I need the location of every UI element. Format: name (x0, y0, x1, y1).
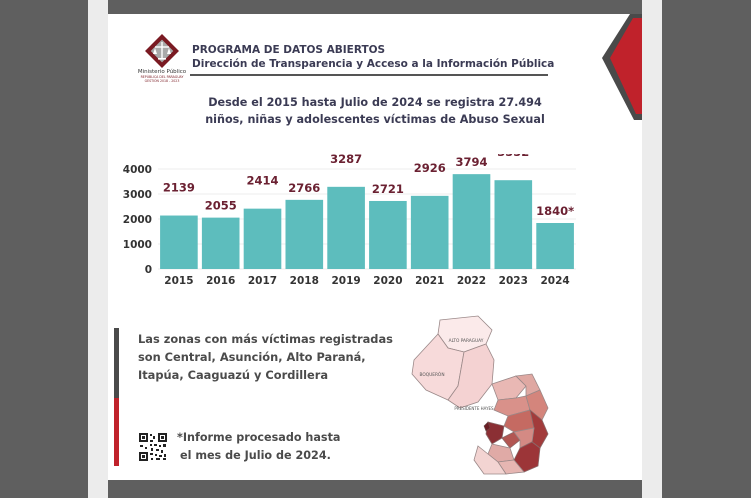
right-frame-strip (642, 0, 662, 498)
zones-accent-bar (114, 328, 119, 466)
bar-2019 (327, 186, 365, 269)
map-region-neembucu (473, 445, 507, 475)
bar-2022 (452, 174, 491, 269)
y-tick-label: 2000 (123, 214, 152, 226)
program-title: PROGRAMA DE DATOS ABIERTOS (192, 44, 386, 56)
y-tick-label: 4000 (123, 164, 152, 176)
bar-2017 (243, 208, 282, 269)
map-label-alto-paraguay: ALTO PARAGUAY (449, 338, 484, 344)
map-label-presidente-hayes: PRESIDENTE HAYES (454, 406, 494, 411)
chart-y-axis: 0 1000 2000 3000 4000 (123, 164, 152, 276)
logo-name: Ministerio Público (137, 69, 187, 75)
map-region-concepcion (491, 375, 527, 401)
map-region-canindeyu (525, 389, 549, 421)
x-tick-label-2021: 2021 (415, 275, 444, 287)
map-region-central (485, 421, 505, 445)
headline-line-1: Desde el 2015 hasta Julio de 2024 se reg… (208, 96, 542, 109)
chart-value-labels: 2139 2055 2414 2766 3287 2721 2926 3794 3552 1840… (163, 154, 574, 218)
x-tick-label-2017: 2017 (248, 275, 277, 287)
corner-accent-icon (602, 14, 642, 120)
note-line-2: el mes de Julio de 2024. (180, 449, 331, 462)
bottom-accent-bar (108, 476, 228, 480)
value-label-2018: 2766 (288, 181, 320, 195)
note-line-1: *Informe procesado hasta (177, 431, 341, 444)
bar-2024 (536, 223, 574, 269)
logo-subtitle-2: GESTIÓN 2018 - 2023 (144, 79, 180, 83)
left-frame-strip (88, 0, 108, 498)
value-label-2019: 3287 (330, 154, 362, 166)
headline: Desde el 2015 hasta Julio de 2024 se reg… (108, 94, 642, 128)
value-label-2017: 2414 (246, 174, 278, 188)
scales-of-justice-icon (145, 34, 179, 68)
x-tick-label-2015: 2015 (164, 275, 193, 287)
qr-code-icon[interactable] (138, 432, 168, 462)
x-tick-label-2020: 2020 (373, 275, 402, 287)
value-label-2020: 2721 (372, 182, 404, 196)
map-region-asuncion (483, 421, 491, 432)
victims-bar-chart: 0 1000 2000 3000 4000 2139 2055 2414 2766 3287 27… (123, 154, 576, 287)
map-region-presidente-hayes (447, 343, 495, 409)
infographic-card: Ministerio Público REPÚBLICA DEL PARAGUA… (108, 14, 642, 480)
x-tick-label-2024: 2024 (540, 275, 569, 287)
x-tick-label-2016: 2016 (206, 275, 235, 287)
paraguay-map-icon: ALTO PARAGUAY BOQUERÓN PRESIDENTE HAYES (411, 315, 549, 475)
value-label-2022: 3794 (455, 155, 487, 169)
bar-2015 (160, 215, 198, 269)
x-tick-label-2022: 2022 (457, 275, 486, 287)
bar-2021 (410, 195, 449, 269)
y-tick-label: 1000 (123, 239, 152, 251)
ministerio-logo: Ministerio Público REPÚBLICA DEL PARAGUA… (134, 34, 190, 83)
value-label-2016: 2055 (205, 199, 237, 213)
value-label-2015: 2139 (163, 181, 195, 195)
directorate-title: Dirección de Transparencia y Acceso a la… (192, 58, 555, 70)
bar-2023 (494, 180, 533, 269)
value-label-2024: 1840* (536, 204, 574, 218)
x-tick-label-2023: 2023 (499, 275, 528, 287)
y-tick-label: 0 (145, 264, 152, 276)
value-label-2023: 3552 (497, 154, 529, 159)
y-tick-label: 3000 (123, 189, 152, 201)
chart-bars (160, 174, 574, 269)
zones-line-2: son Central, Asunción, Alto Paraná, (138, 350, 366, 364)
bar-2020 (369, 200, 407, 269)
zones-line-3: Itapúa, Caaguazú y Cordillera (138, 368, 329, 382)
map-label-boqueron: BOQUERÓN (419, 371, 444, 378)
logo-subtitle-1: REPÚBLICA DEL PARAGUAY (140, 75, 184, 79)
zones-summary: Las zonas con más víctimas registradas s… (138, 330, 408, 384)
bar-2018 (285, 199, 324, 269)
header-divider (190, 74, 548, 76)
x-tick-label-2018: 2018 (290, 275, 319, 287)
chart-x-axis: 2015 2016 2017 2018 2019 2020 2021 2022 2023 2024 (164, 275, 569, 287)
x-tick-label-2019: 2019 (331, 275, 360, 287)
value-label-2021: 2926 (414, 161, 446, 175)
zones-line-1: Las zonas con más víctimas registradas (138, 332, 393, 346)
headline-line-2: niños, niñas y adolescentes víctimas de … (205, 113, 545, 126)
bar-2016 (201, 217, 240, 269)
